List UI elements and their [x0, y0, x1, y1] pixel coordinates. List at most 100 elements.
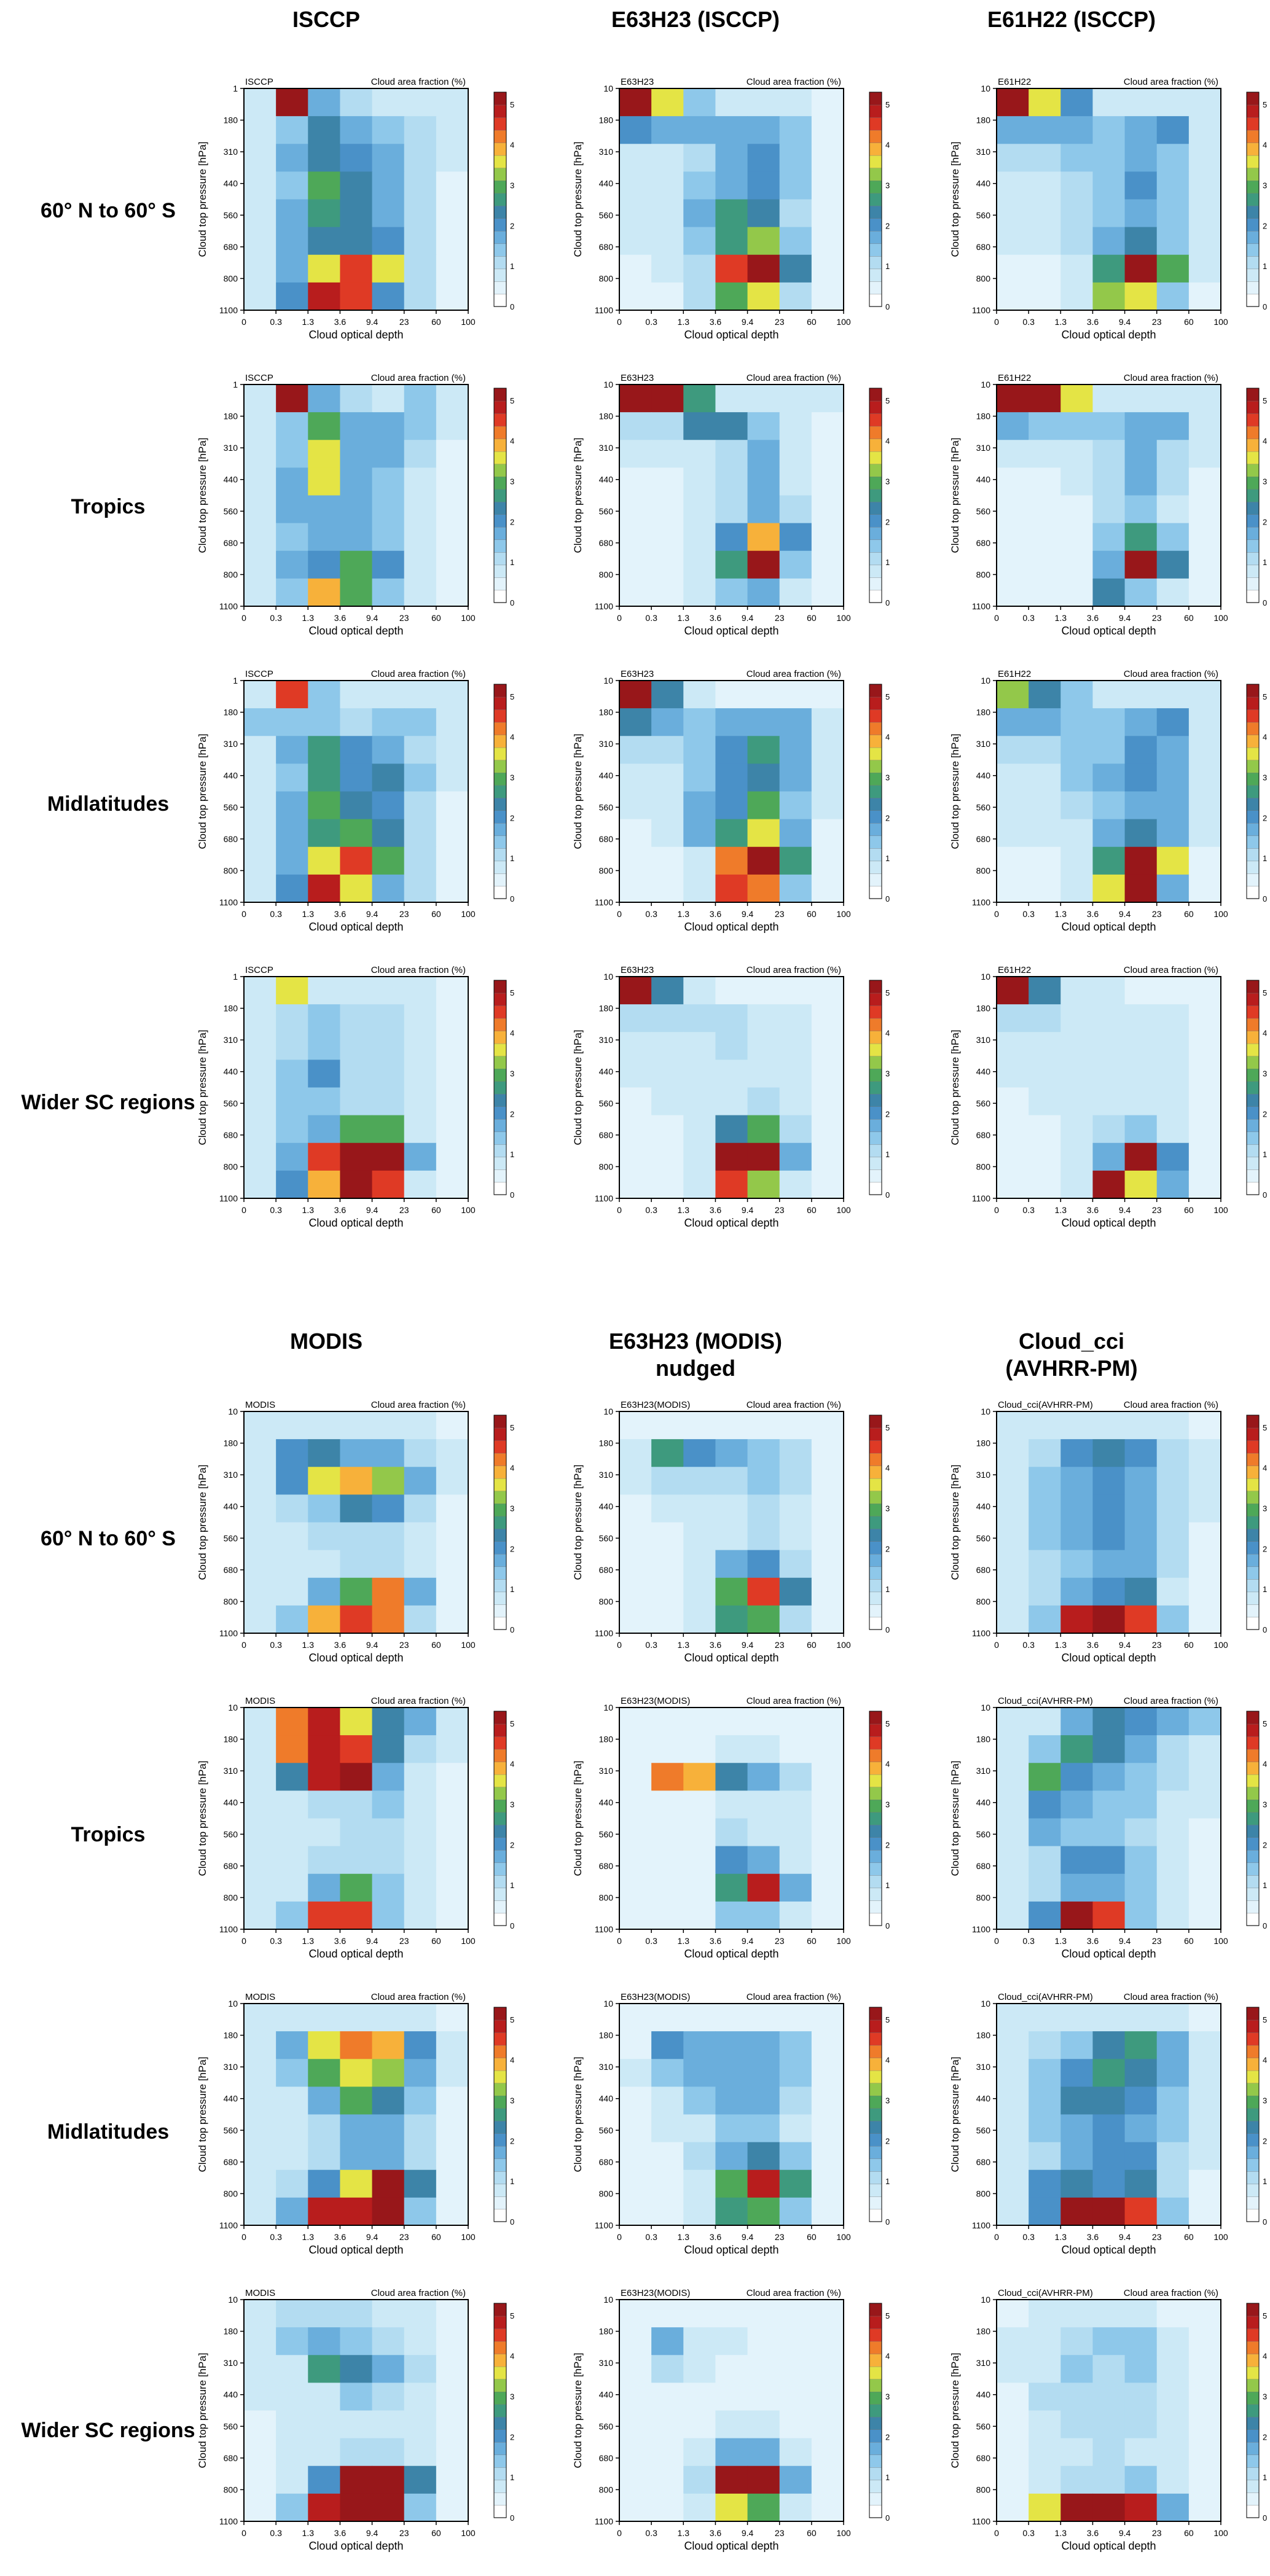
- heatmap-cell: [747, 199, 780, 228]
- heatmap-cell: [436, 440, 469, 468]
- heatmap-cell: [811, 384, 844, 413]
- heatmap-cell: [779, 2086, 812, 2115]
- heatmap-cell: [276, 440, 308, 468]
- heatmap-cell: [372, 254, 405, 283]
- x-tick-label: 0: [241, 613, 246, 623]
- heatmap-cell: [779, 1522, 812, 1551]
- heatmap-cell: [811, 1735, 844, 1763]
- heatmap-cell: [779, 1115, 812, 1144]
- x-tick-label: 1.3: [678, 1205, 690, 1215]
- panel-source-label: ISCCP: [245, 77, 273, 87]
- heatmap-cell: [811, 227, 844, 256]
- panel-source-label: MODIS: [245, 2288, 275, 2298]
- heatmap-cell: [997, 523, 1029, 552]
- panel-source-label: ISCCP: [245, 965, 273, 975]
- heatmap-cell: [715, 2300, 748, 2328]
- colorbar-swatch: [869, 993, 882, 1006]
- x-tick-label: 0.3: [1022, 317, 1035, 327]
- heatmap-cell: [811, 1467, 844, 1495]
- heatmap-cell: [340, 171, 373, 200]
- colorbar-title: Cloud area fraction (%): [747, 373, 841, 383]
- heatmap-cell: [715, 2327, 748, 2355]
- heatmap-cell: [651, 1790, 684, 1819]
- x-tick-label: 100: [836, 1205, 851, 1215]
- heatmap-cell: [651, 2086, 684, 2115]
- heatmap-cell: [715, 1170, 748, 1199]
- heatmap-cell: [651, 1411, 684, 1440]
- colorbar-tick-label: 0: [1263, 894, 1267, 904]
- heatmap-cell: [372, 874, 405, 903]
- y-tick-label: 310: [599, 443, 614, 453]
- colorbar-swatch: [1246, 1837, 1260, 1851]
- heatmap-cell: [276, 1170, 308, 1199]
- heatmap-cell: [997, 171, 1029, 200]
- colorbar-tick-label: 1: [1263, 1585, 1267, 1594]
- colorbar-swatch: [1246, 722, 1260, 735]
- colorbar-swatch: [869, 1093, 882, 1107]
- heatmap-cell: [436, 578, 469, 607]
- heatmap-cell: [436, 2169, 469, 2198]
- heatmap-cell: [651, 1846, 684, 1875]
- y-tick-label: 440: [224, 475, 238, 485]
- heatmap-cell: [683, 2410, 716, 2439]
- heatmap-cell: [779, 708, 812, 736]
- heatmap-cell: [372, 2142, 405, 2171]
- heatmap-cell: [683, 1115, 716, 1144]
- colorbar-swatch: [493, 243, 507, 257]
- heatmap-cell: [404, 846, 437, 875]
- y-tick-label: 10: [603, 380, 613, 389]
- colorbar-swatch: [869, 256, 882, 270]
- heatmap-cell: [1092, 1032, 1126, 1060]
- heatmap-cell: [1188, 977, 1221, 1005]
- colorbar-tick-label: 1: [885, 558, 890, 567]
- x-tick-label: 0: [241, 909, 246, 919]
- heatmap-cell: [747, 1735, 780, 1763]
- x-tick-label: 9.4: [742, 1205, 754, 1215]
- heatmap-cell: [747, 681, 780, 709]
- heatmap-cell: [1029, 2004, 1061, 2032]
- row-label-tropics-modis: Tropics: [71, 1823, 146, 1846]
- panel-source-label: E63H23: [621, 77, 654, 87]
- colorbar-title: Cloud area fraction (%): [371, 1992, 466, 2002]
- colorbar-swatch: [493, 1723, 507, 1737]
- colorbar-swatch: [1246, 2209, 1260, 2222]
- colorbar-swatch: [1246, 1528, 1260, 1542]
- heatmap-cell: [997, 1790, 1029, 1819]
- heatmap-cell: [1029, 1087, 1061, 1116]
- y-tick-label: 310: [599, 739, 614, 749]
- heatmap-cell: [651, 2114, 684, 2143]
- heatmap-cell: [997, 2086, 1029, 2115]
- heatmap-cell: [619, 384, 652, 413]
- heatmap-cell: [372, 2300, 405, 2328]
- heatmap-cell: [1124, 2114, 1158, 2143]
- x-tick-label: 0: [994, 1205, 999, 1215]
- heatmap-cell: [1060, 736, 1094, 764]
- heatmap-cell: [1092, 1439, 1126, 1467]
- heatmap-cell: [1029, 467, 1061, 496]
- colorbar-swatch: [869, 1774, 882, 1787]
- y-tick-label: 680: [599, 2453, 614, 2463]
- x-tick-label: 100: [1213, 1640, 1228, 1650]
- colorbar-swatch: [1246, 2341, 1260, 2354]
- plot-frame: [243, 2003, 469, 2226]
- colorbar-swatch: [869, 980, 882, 994]
- heatmap-cell: [1060, 1735, 1094, 1763]
- heatmap-cell: [619, 1087, 652, 1116]
- x-tick-label: 23: [1152, 1205, 1162, 1215]
- x-tick-label: 100: [461, 2232, 476, 2242]
- x-tick-label: 100: [461, 613, 476, 623]
- heatmap-cell: [1188, 2031, 1221, 2059]
- heatmap-cell: [997, 1577, 1029, 1606]
- heatmap-cell: [436, 1605, 469, 1634]
- heatmap-cell: [619, 1522, 652, 1551]
- heatmap-cell: [1029, 2410, 1061, 2439]
- heatmap-cell: [1092, 1708, 1126, 1736]
- heatmap-cell: [1060, 227, 1094, 256]
- colorbar-swatch: [869, 2316, 882, 2329]
- heatmap-cell: [244, 1763, 276, 1791]
- colorbar-swatch: [1246, 2492, 1260, 2506]
- heatmap-cell: [436, 1846, 469, 1875]
- x-tick-label: 60: [431, 1936, 441, 1946]
- colorbar-swatch: [869, 1875, 882, 1889]
